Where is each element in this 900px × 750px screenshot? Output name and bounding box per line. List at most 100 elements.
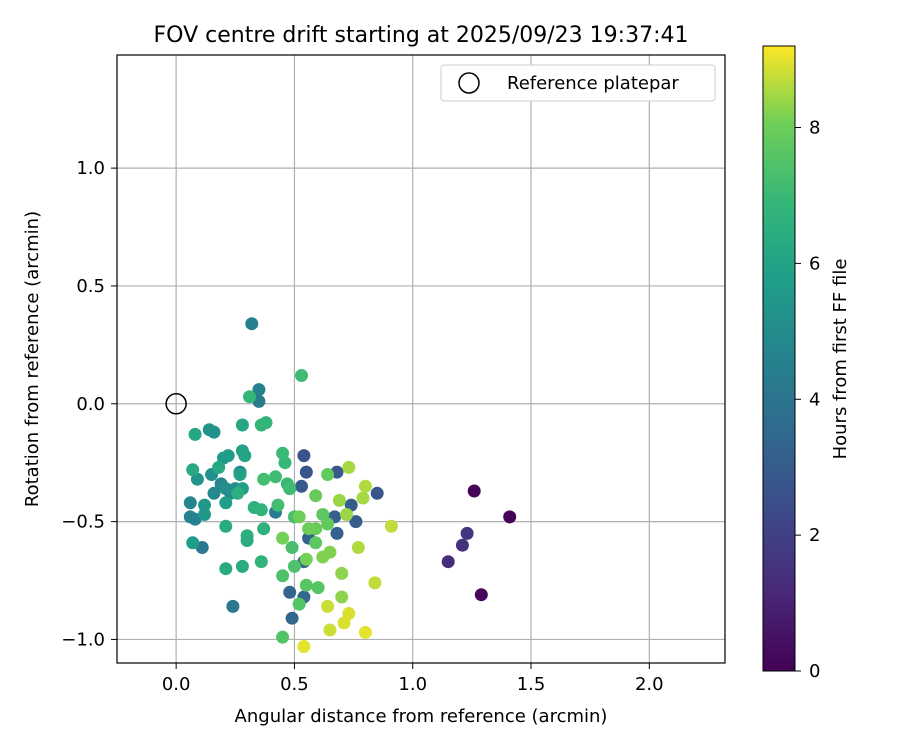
data-point <box>235 444 249 458</box>
data-point <box>302 522 316 536</box>
data-point <box>285 541 299 554</box>
data-point <box>183 496 197 510</box>
x-tick-label: 0.5 <box>280 674 309 695</box>
y-axis-label: Rotation from reference (arcmin) <box>22 211 43 507</box>
data-point <box>271 498 285 512</box>
data-point <box>335 590 349 604</box>
reference-platepar-marker <box>165 393 187 415</box>
reference-marker-group <box>165 393 187 415</box>
data-point <box>309 536 323 550</box>
data-point <box>198 498 211 512</box>
colorbar-tick-label: 0 <box>809 661 820 682</box>
data-point <box>219 496 233 510</box>
data-point <box>221 449 235 463</box>
data-point <box>276 569 290 583</box>
data-point <box>186 463 200 477</box>
colorbar-tick-label: 4 <box>809 389 820 410</box>
data-point <box>467 484 481 498</box>
data-point <box>231 486 245 500</box>
data-point <box>321 517 335 531</box>
data-point <box>349 515 363 529</box>
data-point <box>252 383 266 397</box>
data-point <box>219 562 233 576</box>
data-point <box>455 538 469 552</box>
data-point <box>292 510 306 524</box>
colorbar-gradient <box>762 45 796 672</box>
colorbar-ticks: 0 2 4 6 8 <box>795 118 820 682</box>
data-point <box>342 460 356 474</box>
data-point <box>295 479 308 493</box>
data-point <box>188 427 202 441</box>
data-point <box>299 578 313 592</box>
data-point <box>276 630 290 644</box>
data-point <box>297 449 311 463</box>
data-point <box>299 552 313 566</box>
y-tick-label: 0.5 <box>76 276 105 297</box>
data-point <box>309 489 323 503</box>
x-tick-label: 1.5 <box>517 674 546 695</box>
data-point <box>243 390 256 404</box>
x-tick-label: 0.0 <box>162 674 191 695</box>
colorbar-tick-label: 2 <box>809 525 820 546</box>
plot-frame <box>116 54 726 664</box>
data-point <box>295 369 308 382</box>
data-point <box>323 623 337 637</box>
data-point <box>335 566 349 580</box>
data-point <box>321 599 335 613</box>
data-point <box>254 503 268 517</box>
x-axis-label: Angular distance from reference (arcmin) <box>235 706 608 727</box>
y-tick-label: 0.0 <box>76 394 105 415</box>
data-point <box>460 526 474 540</box>
data-point <box>321 468 335 481</box>
data-point <box>198 508 211 521</box>
colorbar-tick-label: 8 <box>809 118 820 139</box>
y-axis-ticks: −1.0 −0.5 0.0 0.5 1.0 <box>61 158 117 650</box>
data-points <box>183 317 517 653</box>
data-point <box>269 470 282 484</box>
data-point <box>219 519 233 533</box>
data-point <box>276 446 290 460</box>
data-point <box>342 607 356 620</box>
chart-title: FOV centre drift starting at 2025/09/23 … <box>154 23 689 48</box>
data-point <box>287 559 301 573</box>
legend-marker <box>458 72 480 94</box>
colorbar: 0 2 4 6 8 Hours from first FF file <box>762 45 851 682</box>
data-point <box>368 576 382 590</box>
data-point <box>276 531 290 545</box>
data-point <box>207 486 221 500</box>
x-tick-label: 1.0 <box>398 674 427 695</box>
data-point <box>240 529 254 543</box>
legend-label: Reference platepar <box>507 73 679 94</box>
data-point <box>358 479 372 493</box>
data-point <box>332 493 346 507</box>
x-tick-label: 2.0 <box>635 674 664 695</box>
data-point <box>283 585 297 599</box>
data-point <box>323 545 337 559</box>
legend: Reference platepar <box>440 64 716 102</box>
data-point <box>503 510 517 524</box>
data-point <box>351 541 365 554</box>
data-point <box>219 482 233 496</box>
data-point <box>283 482 297 496</box>
y-tick-label: 1.0 <box>76 158 105 179</box>
data-point <box>292 597 306 611</box>
data-point <box>259 416 273 430</box>
y-tick-label: −1.0 <box>61 629 105 650</box>
data-point <box>233 468 247 481</box>
colorbar-tick-label: 6 <box>809 253 820 274</box>
plot-area <box>117 55 725 663</box>
data-point <box>235 418 249 432</box>
data-point <box>285 611 299 625</box>
data-point <box>299 465 313 479</box>
legend-box <box>440 64 716 102</box>
x-axis-ticks: 0.0 0.5 1.0 1.5 2.0 <box>162 663 664 695</box>
data-point <box>356 491 370 505</box>
data-point <box>474 588 488 602</box>
data-point <box>235 559 249 573</box>
data-point <box>186 536 200 550</box>
data-point <box>257 472 271 486</box>
data-point <box>384 519 398 533</box>
data-point <box>297 640 311 653</box>
data-point <box>257 522 271 536</box>
